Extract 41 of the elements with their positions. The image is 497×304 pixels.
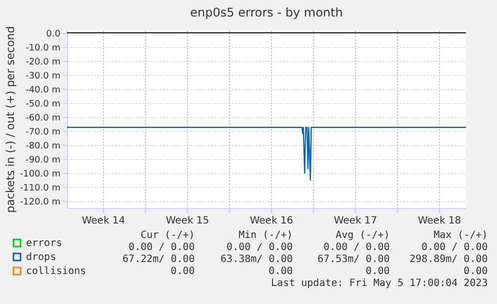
legend-label: drops (26, 252, 56, 263)
y-tick-label: -80.0 m (26, 141, 60, 152)
text: Last update: Fri May 5 17:00:04 2023 (271, 278, 488, 289)
text: 67.22m/ 0.00 (122, 254, 195, 265)
legend-label: collisions (26, 266, 86, 277)
y-tick-label: -30.0 m (26, 71, 60, 82)
text: 0.00 (464, 266, 488, 277)
text: Min (-/+) (238, 230, 293, 241)
text: 0.00 / 0.00 (422, 242, 488, 253)
y-tick-label: -10.0 m (26, 43, 60, 54)
chart-title: enp0s5 errors - by month (190, 6, 343, 20)
x-tick-label: Week 14 (82, 216, 126, 226)
y-tick-label: -70.0 m (26, 127, 60, 138)
y-tick-label: -90.0 m (26, 155, 60, 166)
text: 0.00 / 0.00 (128, 242, 195, 253)
y-tick-label: 0.0 (46, 29, 61, 40)
legend-label: errors (26, 238, 62, 249)
y-tick-label: -100.0 m (20, 169, 60, 180)
text: 298.89m/ 0.00 (410, 254, 488, 265)
text: 63.38m/ 0.00 (220, 254, 293, 265)
text: Max (-/+) (434, 230, 488, 241)
y-tick-label: -120.0 m (20, 197, 60, 208)
x-tick-label: Week 15 (166, 216, 210, 226)
text: 0.00 (366, 266, 390, 277)
text: 0.00 / 0.00 (324, 242, 390, 253)
text: 0.00 (268, 266, 293, 277)
x-tick-label: Week 17 (334, 216, 378, 226)
text: 0.00 / 0.00 (226, 242, 293, 253)
y-tick-label: -20.0 m (26, 57, 60, 68)
x-tick-label: Week 18 (418, 216, 462, 226)
y-tick-label: -50.0 m (26, 99, 60, 110)
y-axis-title: packets in (-) / out (+) per second (4, 26, 17, 213)
text: Avg (-/+) (336, 230, 390, 241)
text: 67.53m/ 0.00 (318, 254, 390, 265)
text: Cur (-/+) (140, 230, 195, 241)
x-tick-label: Week 16 (250, 216, 294, 226)
line-series (66, 126, 467, 181)
y-tick-label: -60.0 m (26, 113, 60, 124)
text: 0.00 (170, 266, 195, 277)
y-tick-label: -110.0 m (20, 183, 60, 194)
y-tick-label: -40.0 m (26, 85, 60, 96)
